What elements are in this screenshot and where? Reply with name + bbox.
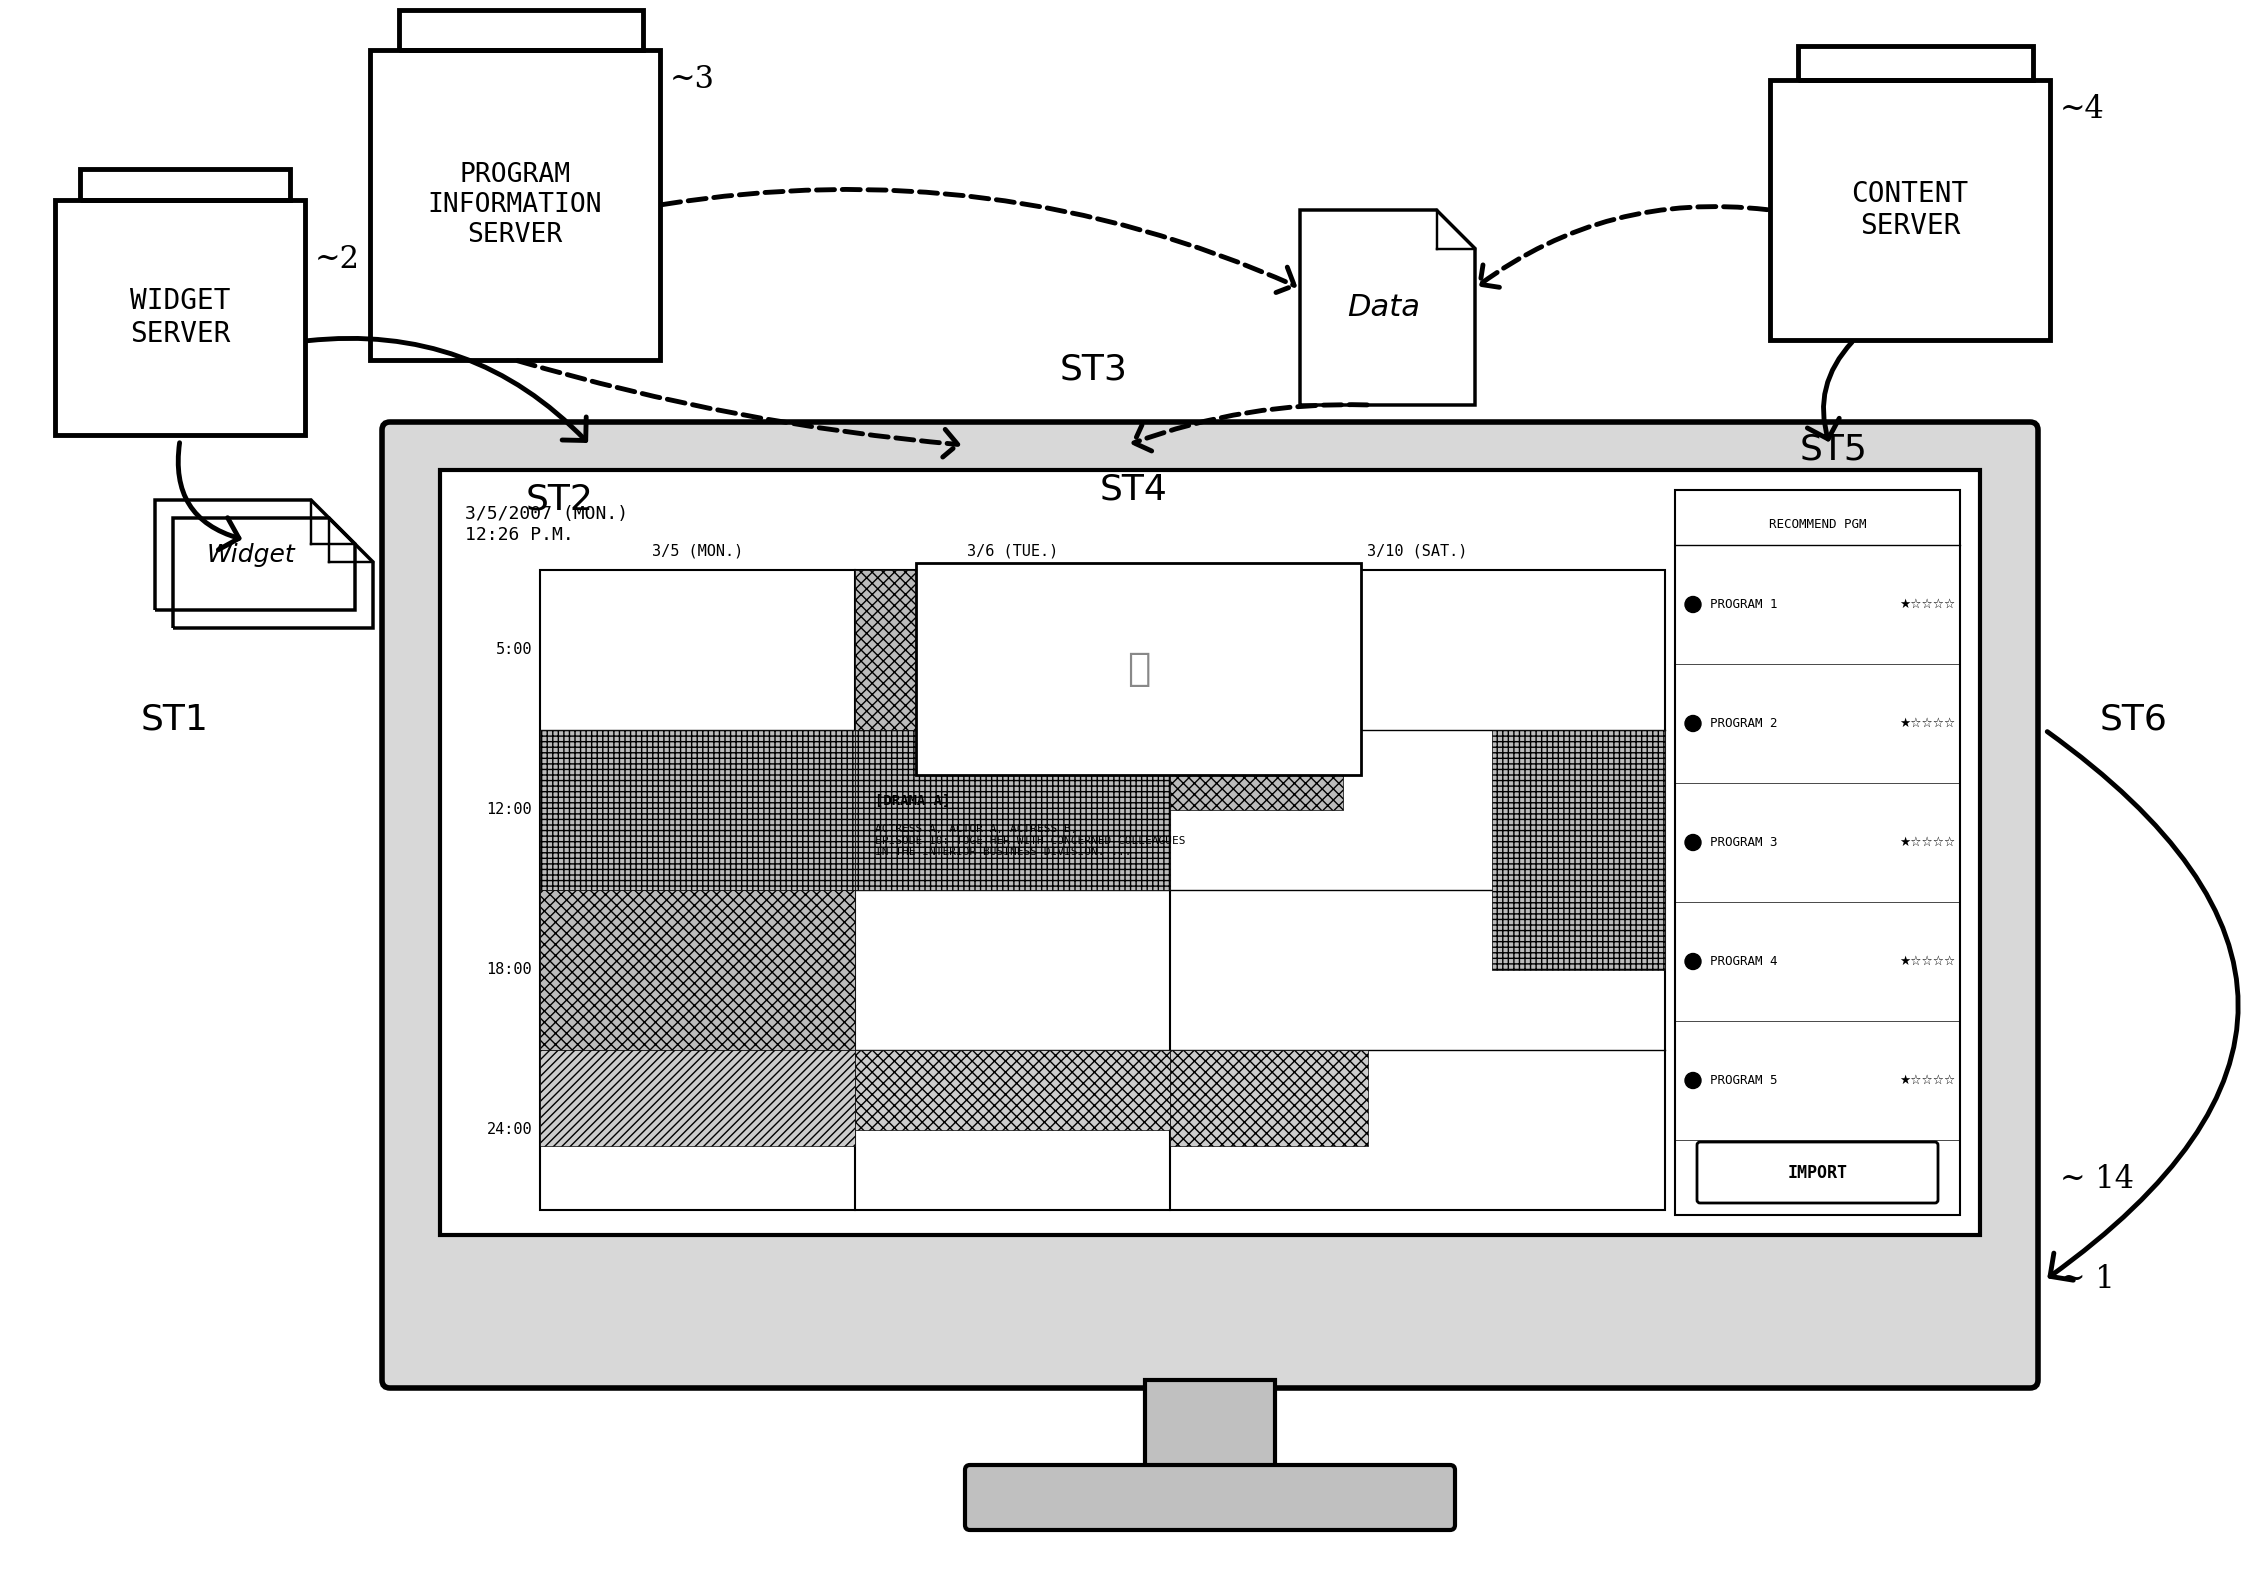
FancyArrowPatch shape [2048, 731, 2237, 1281]
Text: 3/10 (SAT.): 3/10 (SAT.) [1367, 543, 1467, 558]
Text: ★☆☆☆☆: ★☆☆☆☆ [1898, 1074, 1955, 1087]
FancyArrowPatch shape [307, 338, 585, 440]
Circle shape [1686, 834, 1702, 850]
Text: PROGRAM 5: PROGRAM 5 [1711, 1074, 1779, 1087]
Text: PROGRAM
INFORMATION
SERVER: PROGRAM INFORMATION SERVER [427, 162, 603, 248]
Text: ~2: ~2 [314, 245, 359, 275]
Text: 18:00: 18:00 [486, 963, 531, 977]
Text: ~3: ~3 [669, 65, 714, 95]
Text: ACTRESS A, ACTOR A, ACTRESS B,
EPISODE 10: TOGETHER WITH CONCERNED COLLEAGUES
IN: ACTRESS A, ACTOR A, ACTRESS B, EPISODE 1… [875, 825, 1186, 856]
Text: [DRAMA A]: [DRAMA A] [875, 794, 951, 807]
Bar [1675, 489, 1959, 1216]
Bar [854, 1050, 1171, 1130]
Text: ~ 1: ~ 1 [2061, 1265, 2115, 1295]
Circle shape [1686, 596, 1702, 612]
Text: RECOMMEND PGM: RECOMMEND PGM [1770, 518, 1867, 531]
Text: IMPORT: IMPORT [1788, 1163, 1846, 1182]
Text: ST2: ST2 [527, 483, 594, 516]
Text: 3/5 (MON.): 3/5 (MON.) [651, 543, 744, 558]
Text: 5:00: 5:00 [495, 642, 531, 658]
FancyBboxPatch shape [1697, 1142, 1939, 1203]
Text: ST1: ST1 [140, 702, 208, 737]
Polygon shape [156, 501, 355, 610]
FancyArrowPatch shape [1808, 342, 1853, 439]
Text: 12:00: 12:00 [486, 802, 531, 817]
Text: ★☆☆☆☆: ★☆☆☆☆ [1898, 955, 1955, 968]
Text: PROGRAM 4: PROGRAM 4 [1711, 955, 1779, 968]
Text: ST5: ST5 [1799, 432, 1867, 467]
Text: ★☆☆☆☆: ★☆☆☆☆ [1898, 597, 1955, 612]
Bar [1171, 1050, 1367, 1146]
FancyBboxPatch shape [915, 563, 1361, 775]
Text: ST4: ST4 [1101, 474, 1168, 507]
Text: ★☆☆☆☆: ★☆☆☆☆ [1898, 717, 1955, 729]
Text: ST3: ST3 [1060, 353, 1128, 388]
Text: ~4: ~4 [2061, 94, 2104, 126]
FancyArrowPatch shape [179, 443, 240, 550]
FancyArrowPatch shape [1135, 405, 1367, 451]
Bar [1146, 1379, 1275, 1470]
Text: ~ 14: ~ 14 [2061, 1165, 2133, 1195]
FancyArrowPatch shape [1480, 207, 1767, 288]
Bar [854, 729, 1171, 890]
Text: PROGRAM 2: PROGRAM 2 [1711, 717, 1779, 729]
Text: Data: Data [1347, 292, 1419, 323]
Bar [540, 729, 854, 890]
Bar [371, 49, 660, 361]
Bar [540, 570, 1666, 1209]
Bar [1492, 729, 1666, 969]
Circle shape [1686, 715, 1702, 731]
Bar [854, 570, 1171, 729]
Text: ★☆☆☆☆: ★☆☆☆☆ [1898, 836, 1955, 849]
Bar [540, 890, 854, 1050]
Text: ST6: ST6 [2100, 702, 2167, 737]
FancyBboxPatch shape [382, 423, 2039, 1389]
Bar [1171, 570, 1342, 810]
Circle shape [1686, 953, 1702, 969]
Text: PROGRAM 1: PROGRAM 1 [1711, 597, 1779, 612]
Text: PROGRAM 3: PROGRAM 3 [1711, 836, 1779, 849]
Text: Widget: Widget [206, 543, 294, 567]
Polygon shape [174, 518, 373, 628]
Text: ✋: ✋ [1128, 650, 1150, 688]
Polygon shape [1300, 210, 1476, 405]
Text: 3/6 (TUE.): 3/6 (TUE.) [967, 543, 1058, 558]
FancyArrowPatch shape [662, 189, 1295, 292]
Text: CONTENT
SERVER: CONTENT SERVER [1851, 180, 1968, 240]
FancyBboxPatch shape [965, 1465, 1455, 1530]
Text: WIDGET
SERVER: WIDGET SERVER [129, 288, 231, 348]
Text: 3/5/2007 (MON.)
12:26 P.M.: 3/5/2007 (MON.) 12:26 P.M. [466, 505, 628, 543]
Circle shape [1686, 1073, 1702, 1088]
Bar [540, 1050, 854, 1146]
FancyArrowPatch shape [518, 361, 958, 458]
Bar [441, 470, 1980, 1235]
Text: 24:00: 24:00 [486, 1122, 531, 1138]
Bar [1770, 79, 2050, 340]
Bar [54, 200, 305, 435]
